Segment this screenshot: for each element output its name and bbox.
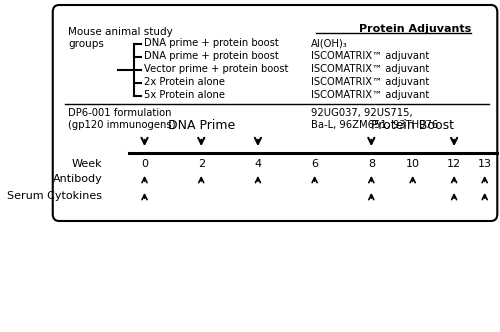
Text: 6: 6 xyxy=(311,159,318,169)
Text: Protein Boost: Protein Boost xyxy=(371,119,454,132)
Text: DNA Prime: DNA Prime xyxy=(168,119,235,132)
Text: 5x Protein alone: 5x Protein alone xyxy=(144,90,224,100)
Text: DNA prime + protein boost: DNA prime + protein boost xyxy=(144,38,278,48)
Text: 0: 0 xyxy=(141,159,148,169)
Text: 4: 4 xyxy=(254,159,262,169)
Text: 13: 13 xyxy=(478,159,492,169)
Text: ISCOMATRIX™ adjuvant: ISCOMATRIX™ adjuvant xyxy=(311,90,430,100)
Text: Al(OH)₃: Al(OH)₃ xyxy=(311,38,348,48)
Text: 2: 2 xyxy=(198,159,205,169)
Text: ISCOMATRIX™ adjuvant: ISCOMATRIX™ adjuvant xyxy=(311,64,430,74)
Text: Antibody: Antibody xyxy=(52,174,102,184)
Text: Mouse animal study
groups: Mouse animal study groups xyxy=(68,27,173,48)
Text: 12: 12 xyxy=(447,159,461,169)
FancyBboxPatch shape xyxy=(52,5,498,221)
Text: Week: Week xyxy=(72,159,102,169)
Text: 8: 8 xyxy=(368,159,375,169)
Text: Serum Cytokines: Serum Cytokines xyxy=(7,191,102,201)
Text: Protein Adjuvants: Protein Adjuvants xyxy=(359,24,471,34)
Text: DNA prime + protein boost: DNA prime + protein boost xyxy=(144,51,278,61)
Text: 10: 10 xyxy=(406,159,419,169)
Text: Vector prime + protein boost: Vector prime + protein boost xyxy=(144,64,288,74)
Text: DP6-001 formulation
(gp120 immunogens): DP6-001 formulation (gp120 immunogens) xyxy=(68,108,176,129)
Text: ISCOMATRIX™ adjuvant: ISCOMATRIX™ adjuvant xyxy=(311,51,430,61)
Text: 92UG037, 92US715,
Ba-L, 96ZM651, 93TH976: 92UG037, 92US715, Ba-L, 96ZM651, 93TH976 xyxy=(311,108,438,129)
Text: 2x Protein alone: 2x Protein alone xyxy=(144,77,224,87)
Text: ISCOMATRIX™ adjuvant: ISCOMATRIX™ adjuvant xyxy=(311,77,430,87)
